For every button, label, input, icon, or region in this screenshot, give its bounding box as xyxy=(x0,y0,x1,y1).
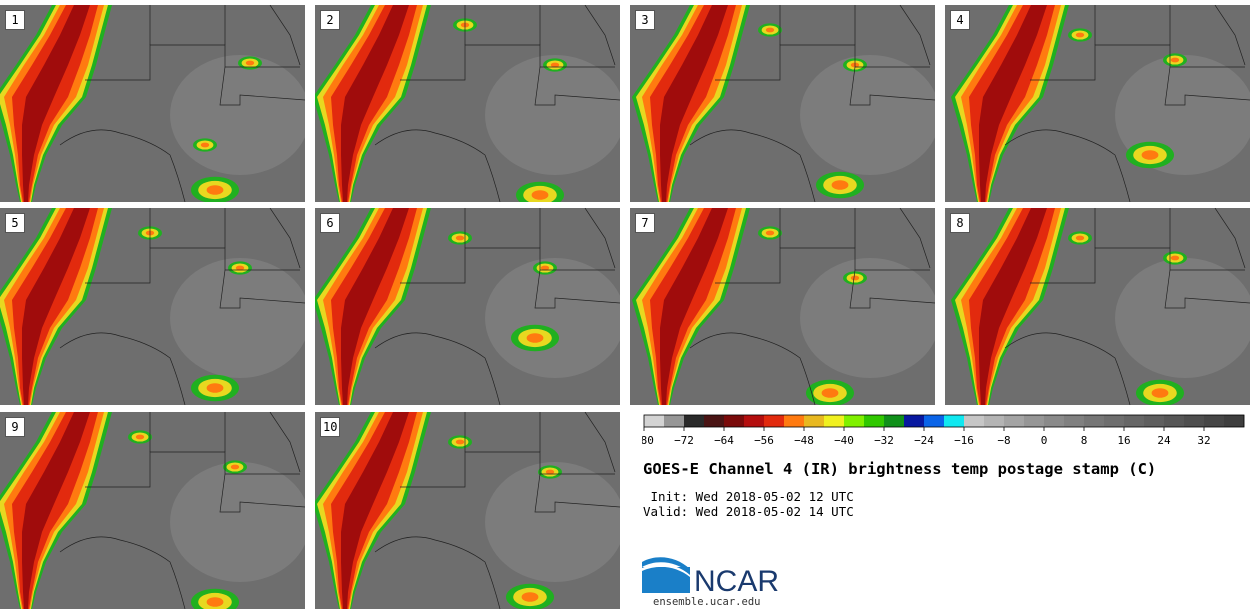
colorbar-swatch xyxy=(684,415,705,427)
colorbar-swatch xyxy=(984,415,1005,427)
colorbar-tick-label: −64 xyxy=(714,434,734,447)
panel-number: 7 xyxy=(635,213,655,233)
colorbar-swatch xyxy=(704,415,725,427)
map-borders xyxy=(1004,208,1250,405)
colorbar-tick-label: −80 xyxy=(642,434,654,447)
colorbar-tick-label: −32 xyxy=(874,434,894,447)
ensemble-panel: 7 xyxy=(630,208,935,405)
ensemble-panel: 8 xyxy=(945,208,1250,405)
colorbar-tick-label: −48 xyxy=(794,434,814,447)
ncar-url: ensemble.ucar.edu xyxy=(653,596,761,608)
colorbar-tick-label: −24 xyxy=(914,434,934,447)
map-borders xyxy=(374,208,620,405)
ir-satellite-image xyxy=(315,5,620,202)
ir-satellite-image xyxy=(0,208,305,405)
colorbar-swatch xyxy=(944,415,965,427)
colorbar-tick-label: 24 xyxy=(1157,434,1171,447)
colorbar-tick-label: −8 xyxy=(997,434,1010,447)
map-borders xyxy=(59,412,305,609)
panel-number: 10 xyxy=(320,417,341,437)
panel-number: 6 xyxy=(320,213,340,233)
colorbar-swatch xyxy=(1224,415,1245,427)
map-borders xyxy=(59,208,305,405)
ncar-logo: NCAR xyxy=(642,557,779,595)
ncar-logo-swoosh xyxy=(642,557,690,573)
map-borders xyxy=(1004,5,1250,202)
colorbar-swatch xyxy=(1044,415,1065,427)
map-borders xyxy=(59,5,305,202)
colorbar-swatch xyxy=(724,415,745,427)
colorbar-swatch xyxy=(1204,415,1225,427)
colorbar-swatch xyxy=(804,415,825,427)
colorbar-swatch xyxy=(844,415,865,427)
ir-satellite-image xyxy=(0,412,305,609)
map-borders xyxy=(374,5,620,202)
map-borders xyxy=(689,5,935,202)
colorbar-swatch xyxy=(884,415,905,427)
colorbar-swatch xyxy=(1084,415,1105,427)
colorbar-tick-label: −72 xyxy=(674,434,694,447)
panel-number: 1 xyxy=(5,10,25,30)
ir-satellite-image xyxy=(315,412,620,609)
colorbar-swatch xyxy=(1024,415,1045,427)
colorbar-swatch xyxy=(744,415,765,427)
colorbar-tick-label: −16 xyxy=(954,434,974,447)
colorbar-swatch xyxy=(1004,415,1025,427)
colorbar-swatch xyxy=(1184,415,1205,427)
colorbar-swatch xyxy=(924,415,945,427)
colorbar-tick-label: 32 xyxy=(1197,434,1210,447)
panel-number: 2 xyxy=(320,10,340,30)
colorbar-swatch xyxy=(1104,415,1125,427)
ir-satellite-image xyxy=(0,5,305,202)
ensemble-panel: 9 xyxy=(0,412,305,609)
colorbar-tick-label: −40 xyxy=(834,434,854,447)
ensemble-panel: 1 xyxy=(0,5,305,202)
ncar-logo-text: NCAR xyxy=(694,565,779,595)
colorbar-tick-label: −56 xyxy=(754,434,774,447)
panel-number: 8 xyxy=(950,213,970,233)
ensemble-panel: 2 xyxy=(315,5,620,202)
panel-number: 4 xyxy=(950,10,970,30)
colorbar-swatch xyxy=(904,415,925,427)
chart-title: GOES-E Channel 4 (IR) brightness temp po… xyxy=(643,460,1157,478)
ir-satellite-image xyxy=(945,5,1250,202)
panel-number: 9 xyxy=(5,417,25,437)
colorbar-swatch xyxy=(1164,415,1185,427)
ensemble-panel: 4 xyxy=(945,5,1250,202)
ensemble-panel: 3 xyxy=(630,5,935,202)
colorbar-swatch xyxy=(964,415,985,427)
colorbar-swatch xyxy=(824,415,845,427)
colorbar-frame xyxy=(643,414,1245,428)
ir-satellite-image xyxy=(630,208,935,405)
colorbar-swatch xyxy=(1124,415,1145,427)
colorbar-tick-label: 0 xyxy=(1041,434,1048,447)
colorbar-swatch xyxy=(644,415,665,427)
colorbar-tick-label: 8 xyxy=(1081,434,1088,447)
map-borders xyxy=(689,208,935,405)
ir-satellite-image xyxy=(630,5,935,202)
colorbar-swatch xyxy=(1144,415,1165,427)
panel-number: 3 xyxy=(635,10,655,30)
colorbar-swatch xyxy=(1064,415,1085,427)
ir-satellite-image xyxy=(945,208,1250,405)
panel-number: 5 xyxy=(5,213,25,233)
ensemble-panel: 6 xyxy=(315,208,620,405)
ir-satellite-image xyxy=(315,208,620,405)
valid-time: Valid: Wed 2018-05-02 14 UTC xyxy=(643,504,854,519)
colorbar-swatch xyxy=(764,415,785,427)
init-time: Init: Wed 2018-05-02 12 UTC xyxy=(643,489,854,504)
colorbar-swatch xyxy=(664,415,685,427)
ensemble-panel: 5 xyxy=(0,208,305,405)
ensemble-panel: 10 xyxy=(315,412,620,609)
colorbar-swatch xyxy=(784,415,805,427)
map-borders xyxy=(374,412,620,609)
colorbar-swatch xyxy=(864,415,885,427)
colorbar-tick-label: 16 xyxy=(1117,434,1130,447)
